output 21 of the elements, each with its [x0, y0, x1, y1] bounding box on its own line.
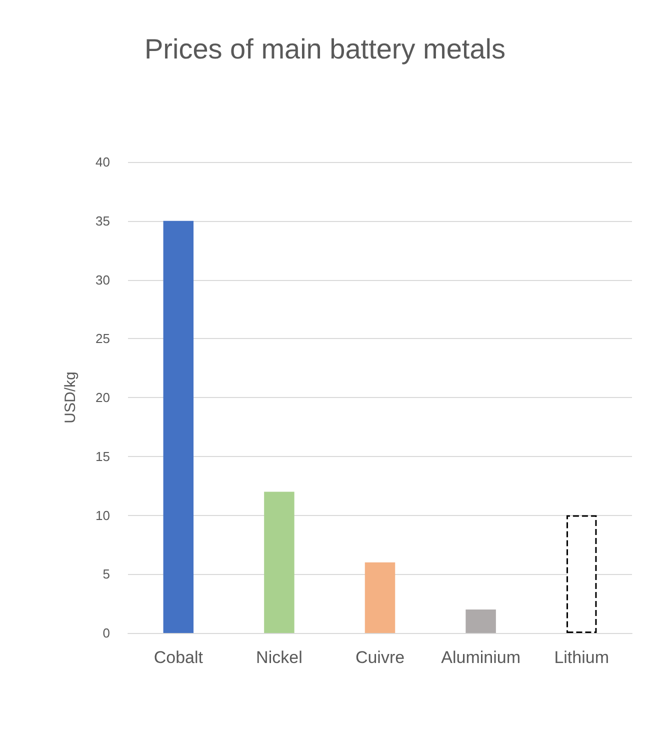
bar	[264, 492, 294, 633]
x-tick-label: Nickel	[256, 648, 302, 667]
x-tick-label: Aluminium	[441, 648, 520, 667]
x-tick-label: Cuivre	[355, 648, 405, 667]
y-tick-label: 40	[96, 154, 110, 170]
bar	[566, 515, 597, 633]
y-tick-label: 30	[96, 272, 110, 288]
y-tick-label: 15	[96, 448, 110, 464]
x-tick-label: Lithium	[554, 648, 610, 667]
y-tick-label: 25	[96, 331, 110, 346]
y-tick-label: 5	[102, 566, 110, 582]
x-tick-label: Cobalt	[154, 648, 204, 667]
y-axis-title: USD/kg	[62, 372, 79, 424]
y-tick-label: 20	[96, 390, 110, 405]
bar	[364, 562, 396, 633]
y-tick-label: 10	[96, 508, 110, 523]
y-tick-label: 35	[96, 213, 110, 228]
y-tick-label: 0	[102, 626, 110, 640]
chart-title: Prices of main battery metals	[144, 34, 506, 64]
bar	[163, 220, 194, 633]
bar	[466, 609, 496, 633]
